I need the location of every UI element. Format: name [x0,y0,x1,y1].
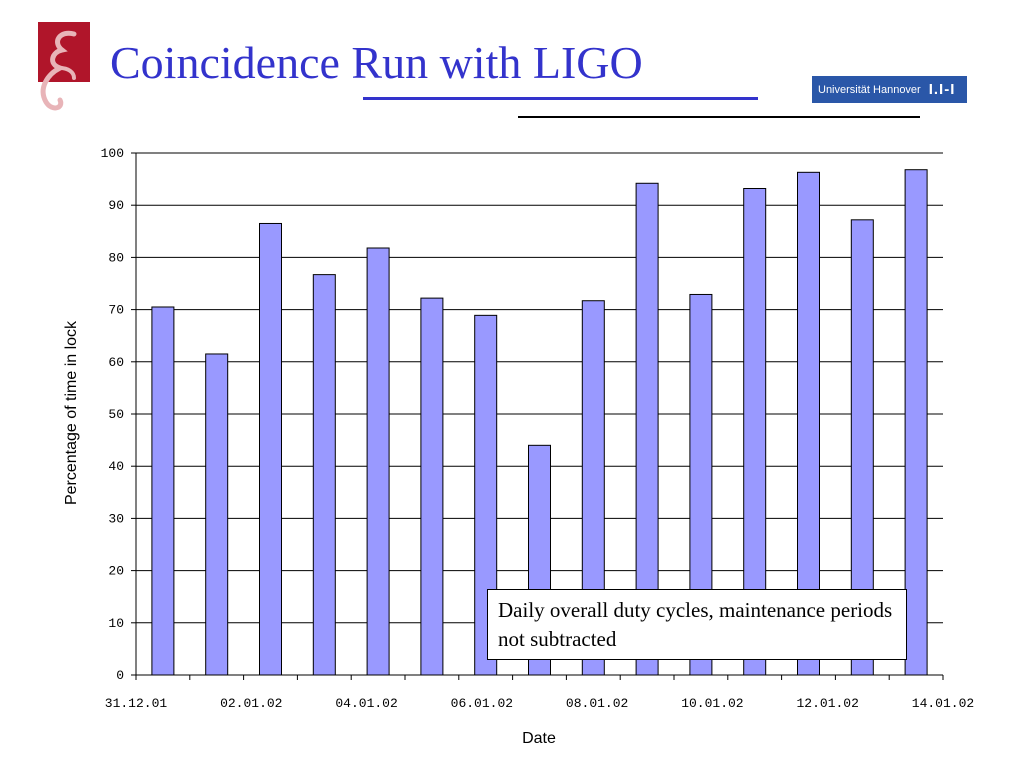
bar [312,274,336,676]
x-tick-label: 12.01.02 [797,696,859,711]
y-tick-label: 60 [108,355,124,370]
y-axis-title: Percentage of time in lock [63,320,80,505]
university-logo-text: Universität Hannover [818,83,921,96]
y-tick-label: 70 [108,303,124,318]
x-tick-label: 02.01.02 [220,696,282,711]
y-tick-labels: 0 10 20 30 40 50 60 70 80 90 100 [101,146,124,683]
bar [366,247,390,676]
bar [205,353,229,676]
x-axis-title: Date [522,730,556,747]
y-tick-label: 40 [108,459,124,474]
institute-logo [38,22,90,111]
x-tick-label: 04.01.02 [335,696,397,711]
chart-bars [151,169,928,676]
y-tick-label: 0 [116,668,124,683]
y-tick-label: 100 [101,146,124,161]
chart-axes [131,152,944,680]
bar [151,306,175,676]
title-rule [518,116,920,118]
bar [259,222,282,676]
x-tick-label: 10.01.02 [681,696,743,711]
y-tick-label: 10 [108,616,124,631]
x-tick-label: 31.12.01 [105,696,168,711]
x-tick-label: 08.01.02 [566,696,628,711]
y-tick-label: 30 [108,511,124,526]
x-tick-label: 06.01.02 [451,696,513,711]
x-tick-label: 14.01.02 [912,696,974,711]
x-tick-labels: 31.12.01 02.01.02 04.01.02 06.01.02 08.01.02… [105,696,974,711]
bar [904,169,928,676]
y-tick-label: 20 [108,564,124,579]
bar [420,297,444,676]
university-logo-mark: I.I-I [928,81,956,98]
y-tick-label: 80 [108,250,124,265]
slide-title: Coincidence Run with LIGO [110,37,643,88]
chart-annotation: Daily overall duty cycles, maintenance p… [487,589,907,660]
university-logo: Universität Hannover I.I-I [812,76,967,103]
y-tick-label: 50 [108,407,124,422]
title-underline [363,97,758,100]
y-tick-label: 90 [108,198,124,213]
